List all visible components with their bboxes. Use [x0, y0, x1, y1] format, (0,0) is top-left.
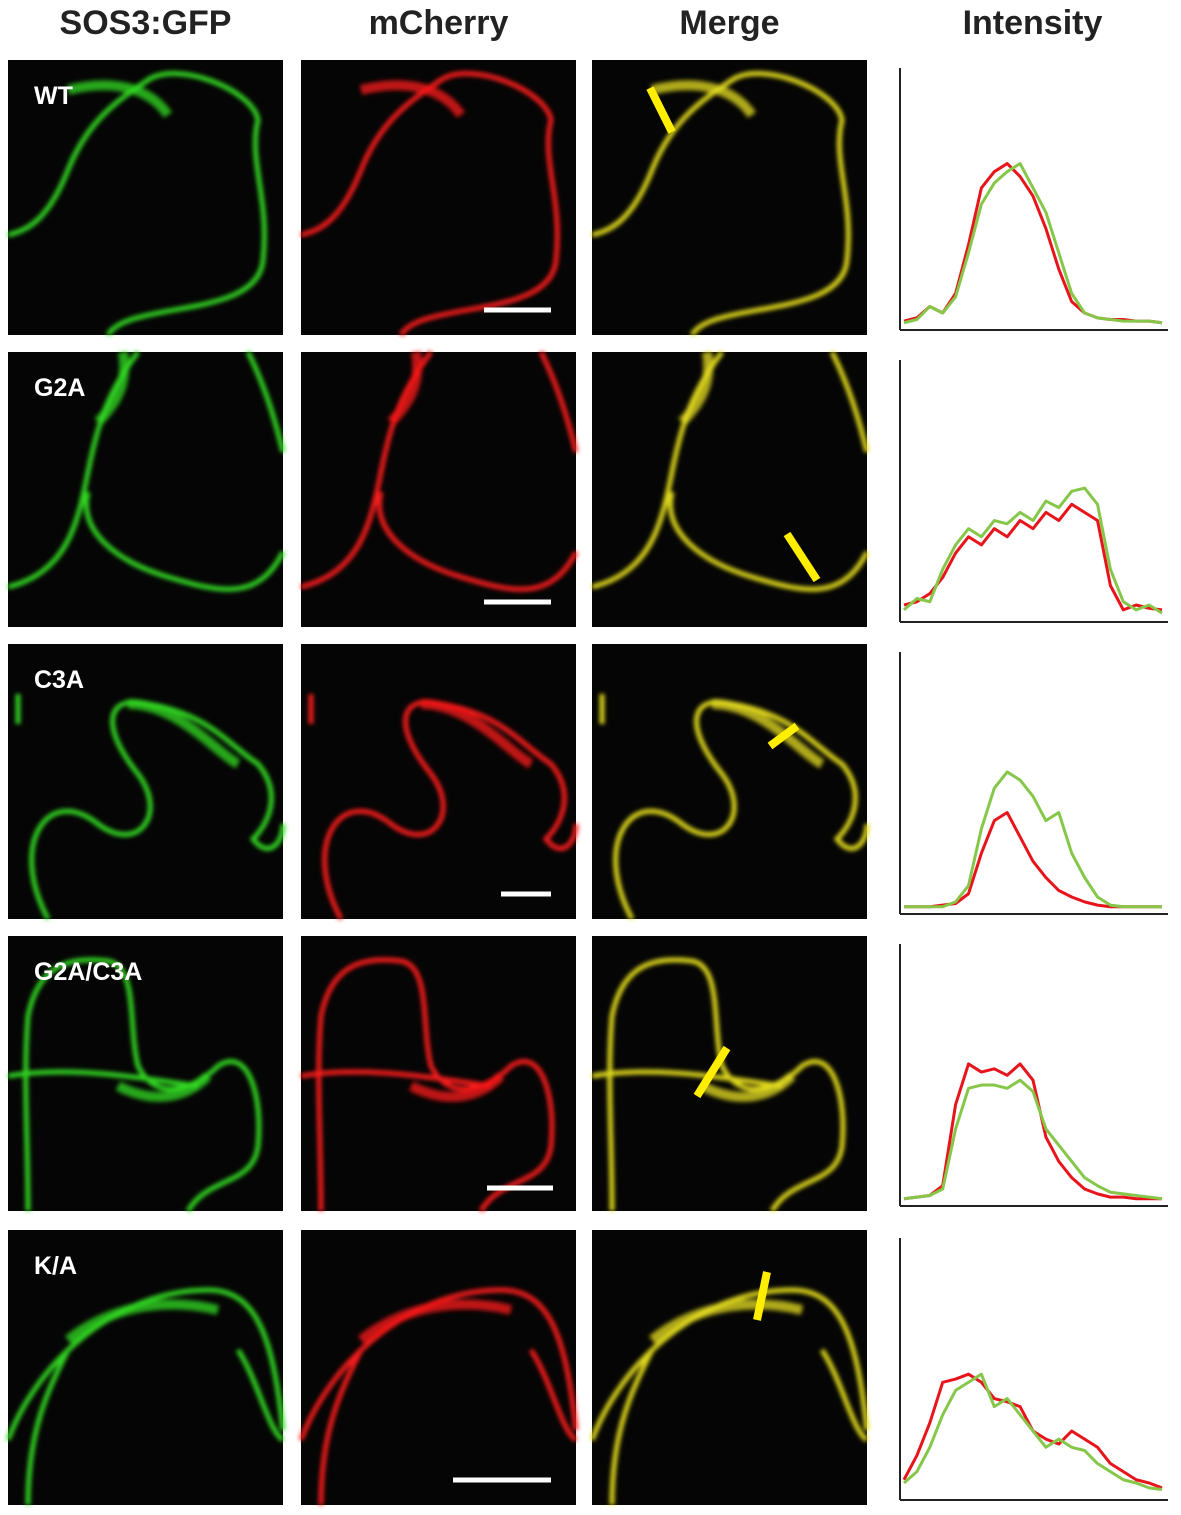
micrograph: [300, 936, 576, 1213]
micrograph: [301, 644, 579, 921]
membrane-signal: [591, 71, 851, 337]
intensity-profile: [903, 502, 1163, 612]
line-scan-marker: [767, 722, 800, 750]
micrograph: [298, 1230, 579, 1506]
membrane: [648, 1299, 804, 1344]
membrane: [650, 80, 757, 118]
membrane: [591, 71, 851, 337]
micrograph: [591, 60, 867, 337]
panel-background: [8, 352, 283, 627]
column-header: SOS3:GFP: [60, 4, 232, 42]
membrane: [66, 80, 173, 118]
line-scan-marker: [753, 1271, 771, 1321]
micrograph: C3A: [8, 644, 286, 921]
micrograph: [591, 350, 870, 627]
membrane-signal: [15, 694, 286, 921]
membrane-signal: [591, 350, 870, 592]
micrograph: [592, 644, 870, 921]
intensity-profile: [903, 162, 1163, 325]
membrane: [308, 694, 579, 921]
row-label: WT: [34, 82, 73, 110]
intensity-profile: [904, 770, 1162, 909]
row-label: C3A: [34, 666, 84, 694]
membrane: [300, 957, 555, 1213]
membrane-signal: [300, 71, 560, 337]
micrograph: [589, 1230, 870, 1506]
membrane: [699, 1072, 796, 1102]
membrane: [300, 71, 560, 337]
membrane: [359, 80, 466, 118]
membrane-signal: [7, 350, 286, 592]
row-label: G2A/C3A: [34, 958, 142, 986]
intensity-profile: [903, 1078, 1163, 1201]
membrane: [115, 1072, 212, 1102]
micrograph: G2A: [7, 350, 286, 627]
intensity-profile: [903, 486, 1163, 615]
membrane-signal: [589, 1287, 870, 1506]
panel-background: [592, 60, 867, 335]
membrane: [94, 351, 130, 426]
intensity-profile: [904, 811, 1162, 909]
membrane: [408, 1072, 505, 1102]
membrane: [7, 350, 286, 592]
micrograph: [300, 60, 576, 337]
row-label: K/A: [34, 1252, 77, 1280]
panel-background: [301, 60, 576, 335]
intensity-profile: [903, 1062, 1162, 1201]
membrane: [7, 71, 267, 337]
membrane: [127, 699, 241, 769]
micrograph: K/A: [5, 1230, 286, 1506]
membrane-signal: [7, 957, 262, 1213]
membrane: [589, 1287, 870, 1506]
membrane: [599, 694, 870, 921]
membrane: [711, 699, 825, 769]
membrane: [64, 1299, 220, 1344]
membrane: [420, 699, 534, 769]
panel-background: [301, 352, 576, 627]
column-header: Merge: [679, 4, 779, 42]
panel-background: [592, 352, 867, 627]
membrane: [7, 957, 262, 1213]
membrane-signal: [7, 71, 267, 337]
membrane-signal: [300, 350, 579, 592]
membrane: [15, 694, 286, 921]
micrograph: G2A/C3A: [7, 936, 283, 1213]
membrane-signal: [599, 694, 870, 921]
membrane: [678, 351, 714, 426]
column-header: Intensity: [963, 4, 1103, 42]
membrane-signal: [5, 1287, 286, 1506]
membrane: [5, 1287, 286, 1506]
line-scan-marker: [646, 86, 676, 134]
membrane: [357, 1299, 513, 1344]
membrane-signal: [298, 1287, 579, 1506]
micrograph: [591, 936, 867, 1213]
row-label: G2A: [34, 374, 85, 402]
micrograph: [300, 350, 579, 627]
column-header: mCherry: [369, 4, 509, 42]
micrograph: WT: [7, 60, 283, 337]
line-scan-marker: [783, 531, 821, 583]
membrane: [300, 350, 579, 592]
membrane-signal: [308, 694, 579, 921]
intensity-profile: [903, 1372, 1163, 1491]
membrane: [387, 351, 423, 426]
membrane-signal: [300, 957, 555, 1213]
line-scan-marker: [693, 1045, 731, 1099]
membrane: [591, 350, 870, 592]
membrane: [298, 1287, 579, 1506]
